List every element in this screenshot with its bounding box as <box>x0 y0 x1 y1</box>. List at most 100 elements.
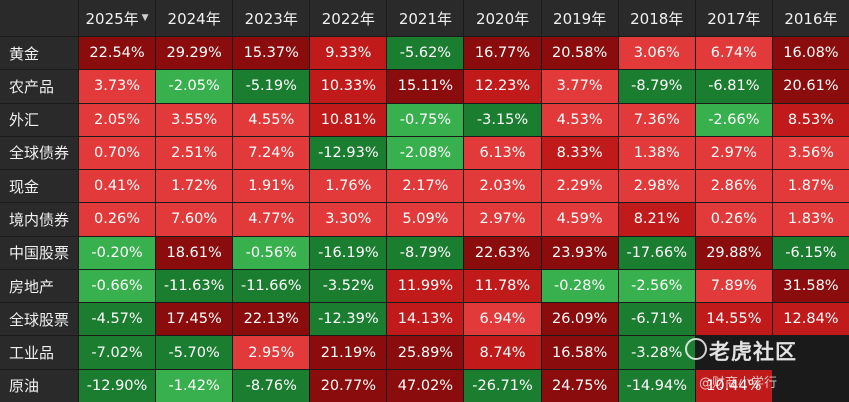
return-cell: 7.24% <box>233 136 310 170</box>
return-cell: 10.44% <box>695 369 772 402</box>
year-header-label: 2025年 <box>85 9 139 28</box>
return-cell: -14.94% <box>618 369 695 402</box>
return-cell: 26.09% <box>541 303 618 336</box>
return-cell: 17.45% <box>156 303 233 336</box>
return-cell: 8.74% <box>464 336 541 369</box>
return-cell: 3.55% <box>156 103 233 136</box>
return-cell: 7.60% <box>156 203 233 236</box>
row-label: 房地产 <box>0 269 78 303</box>
return-cell: 22.63% <box>464 236 541 269</box>
return-cell: 6.74% <box>695 37 772 70</box>
return-cell: 0.26% <box>79 203 156 236</box>
year-header-2025[interactable]: 2025年 ▼ <box>79 0 156 36</box>
return-cell: 16.08% <box>772 37 849 70</box>
row-label: 全球股票 <box>0 303 78 336</box>
return-cell: -8.79% <box>387 236 464 269</box>
return-cell: 2.17% <box>387 170 464 203</box>
return-cell: 2.51% <box>156 136 233 170</box>
return-cell: 3.77% <box>541 70 618 103</box>
return-cell: 16.77% <box>464 37 541 70</box>
year-header[interactable]: 2020年 <box>464 0 541 36</box>
return-cell: 1.83% <box>772 203 849 236</box>
return-cell: 1.91% <box>233 170 310 203</box>
return-cell: -12.39% <box>310 303 387 336</box>
return-cell: -7.02% <box>79 336 156 369</box>
year-header[interactable]: 2023年 <box>233 0 310 36</box>
return-cell: -2.08% <box>387 136 464 170</box>
return-cell: -8.76% <box>233 369 310 402</box>
return-cell: 20.58% <box>541 37 618 70</box>
return-cell: -12.93% <box>310 136 387 170</box>
return-cell <box>772 336 849 369</box>
return-cell: 3.73% <box>79 70 156 103</box>
year-header[interactable]: 2022年 <box>310 0 387 36</box>
return-cell: 3.56% <box>772 136 849 170</box>
return-cell: 24.75% <box>541 369 618 402</box>
row-label: 原油 <box>0 369 78 402</box>
return-cell: 2.97% <box>695 136 772 170</box>
return-cell: -3.52% <box>310 269 387 303</box>
return-cell: 1.72% <box>156 170 233 203</box>
return-cell: -2.66% <box>695 103 772 136</box>
sort-caret-icon[interactable]: ▼ <box>141 13 149 23</box>
return-cell: 7.36% <box>618 103 695 136</box>
return-cell: 20.77% <box>310 369 387 402</box>
year-header[interactable]: 2017年 <box>695 0 772 36</box>
return-cell: -5.70% <box>156 336 233 369</box>
corner-cell <box>0 0 78 36</box>
return-cell: -5.62% <box>387 37 464 70</box>
row-label: 境内债券 <box>0 203 78 236</box>
return-cell: -11.66% <box>233 269 310 303</box>
row-label: 全球债券 <box>0 136 78 170</box>
return-cell: 2.05% <box>79 103 156 136</box>
row-label: 外汇 <box>0 103 78 136</box>
return-cell: -4.57% <box>79 303 156 336</box>
return-cell: -0.75% <box>387 103 464 136</box>
year-header[interactable]: 2019年 <box>541 0 618 36</box>
return-cell: 25.89% <box>387 336 464 369</box>
return-cell: 4.59% <box>541 203 618 236</box>
return-cell: 0.41% <box>79 170 156 203</box>
return-cell: -0.20% <box>79 236 156 269</box>
return-cell <box>695 336 772 369</box>
return-cell: 5.09% <box>387 203 464 236</box>
return-cell: 2.97% <box>464 203 541 236</box>
return-cell: -3.15% <box>464 103 541 136</box>
return-cell: 2.98% <box>618 170 695 203</box>
return-cell: -11.63% <box>156 269 233 303</box>
return-cell: 11.99% <box>387 269 464 303</box>
row-label: 黄金 <box>0 37 78 70</box>
return-cell: 2.86% <box>695 170 772 203</box>
return-cell: -1.42% <box>156 369 233 402</box>
return-cell: 4.77% <box>233 203 310 236</box>
return-cell: 3.30% <box>310 203 387 236</box>
return-cell: -12.90% <box>79 369 156 402</box>
return-cell: 31.58% <box>772 269 849 303</box>
year-header[interactable]: 2018年 <box>618 0 695 36</box>
row-label: 工业品 <box>0 336 78 369</box>
return-cell: 14.13% <box>387 303 464 336</box>
return-cell: -2.56% <box>618 269 695 303</box>
return-cell: 10.33% <box>310 70 387 103</box>
return-cell: 2.03% <box>464 170 541 203</box>
return-cell: -17.66% <box>618 236 695 269</box>
return-cell: 12.23% <box>464 70 541 103</box>
return-cell: -6.71% <box>618 303 695 336</box>
return-cell: 1.76% <box>310 170 387 203</box>
return-cell: -16.19% <box>310 236 387 269</box>
return-cell: 22.54% <box>79 37 156 70</box>
return-cell: -0.66% <box>79 269 156 303</box>
year-header[interactable]: 2021年 <box>387 0 464 36</box>
year-header[interactable]: 2024年 <box>156 0 233 36</box>
return-cell: 11.78% <box>464 269 541 303</box>
return-cell: 7.89% <box>695 269 772 303</box>
return-cell: 15.11% <box>387 70 464 103</box>
year-header[interactable]: 2016年 <box>772 0 849 36</box>
return-cell: 23.93% <box>541 236 618 269</box>
return-cell: 8.21% <box>618 203 695 236</box>
return-cell: -6.81% <box>695 70 772 103</box>
return-cell: 6.94% <box>464 303 541 336</box>
return-cell: 29.88% <box>695 236 772 269</box>
return-cell: 29.29% <box>156 37 233 70</box>
